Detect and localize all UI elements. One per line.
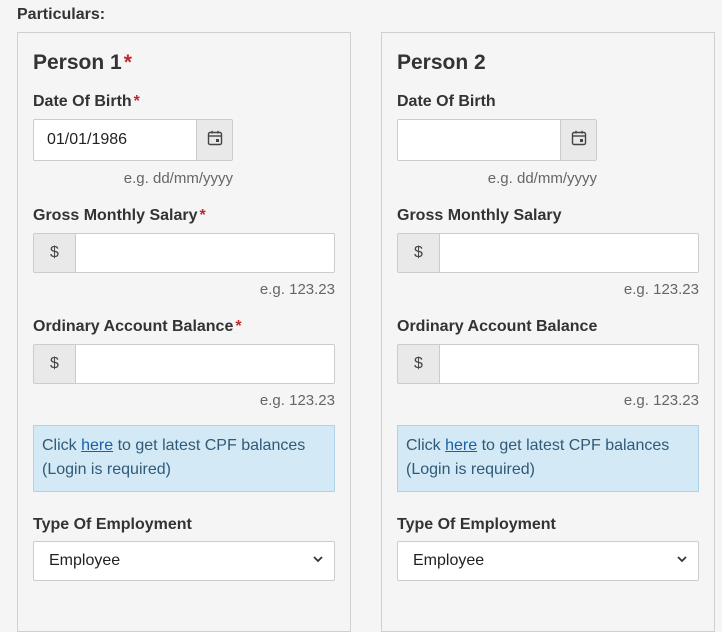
cpf-balances-link[interactable]: here xyxy=(81,437,114,454)
oa-input[interactable] xyxy=(75,344,335,384)
section-title: Particulars: xyxy=(17,6,106,23)
employment-select[interactable]: Employee xyxy=(397,541,699,581)
person-2-panel: Person 2 Date Of Birth e.g. dd/mm/yyyy G… xyxy=(381,32,715,632)
info-text-suffix: to get latest CPF balances xyxy=(477,437,670,454)
person-1-title: Person 1* xyxy=(33,51,132,75)
salary-label: Gross Monthly Salary * xyxy=(33,207,206,225)
info-text-prefix: Click xyxy=(42,437,82,454)
oa-label: Ordinary Account Balance * xyxy=(33,318,242,336)
dob-hint: e.g. dd/mm/yyyy xyxy=(487,170,597,187)
dob-field-group xyxy=(397,119,597,161)
calendar-button[interactable] xyxy=(196,119,233,161)
salary-label: Gross Monthly Salary xyxy=(397,207,562,224)
required-mark: * xyxy=(123,51,132,74)
salary-field-group: $ xyxy=(397,233,699,273)
cpf-info-box: Click here to get latest CPF balances (L… xyxy=(397,425,699,492)
oa-input[interactable] xyxy=(439,344,699,384)
oa-label: Ordinary Account Balance xyxy=(397,318,598,335)
currency-addon: $ xyxy=(33,233,75,273)
dob-input[interactable] xyxy=(397,119,560,161)
salary-input[interactable] xyxy=(75,233,335,273)
employment-label: Type Of Employment xyxy=(397,516,556,533)
oa-label-text: Ordinary Account Balance xyxy=(33,318,234,335)
dob-label: Date Of Birth xyxy=(397,93,496,110)
chevron-down-icon xyxy=(312,552,324,570)
dob-input[interactable] xyxy=(33,119,196,161)
info-login-note: (Login is required) xyxy=(406,461,535,478)
oa-hint: e.g. 123.23 xyxy=(259,392,335,409)
person-2-title: Person 2 xyxy=(397,51,486,74)
employment-select[interactable]: Employee xyxy=(33,541,335,581)
calendar-button[interactable] xyxy=(560,119,597,161)
dob-label: Date Of Birth * xyxy=(33,93,140,111)
cpf-info-box: Click here to get latest CPF balances (L… xyxy=(33,425,335,492)
calendar-icon xyxy=(207,130,223,151)
currency-addon: $ xyxy=(397,344,439,384)
info-text-suffix: to get latest CPF balances xyxy=(113,437,306,454)
required-mark: * xyxy=(199,207,206,224)
employment-selected-value: Employee xyxy=(413,552,485,569)
dob-field-group xyxy=(33,119,233,161)
salary-hint: e.g. 123.23 xyxy=(259,281,335,298)
chevron-down-icon xyxy=(676,552,688,570)
salary-hint: e.g. 123.23 xyxy=(623,281,699,298)
dob-hint: e.g. dd/mm/yyyy xyxy=(123,170,233,187)
person-1-title-text: Person 1 xyxy=(33,51,122,74)
currency-addon: $ xyxy=(33,344,75,384)
currency-addon: $ xyxy=(397,233,439,273)
employment-label: Type Of Employment xyxy=(33,516,192,533)
salary-field-group: $ xyxy=(33,233,335,273)
required-mark: * xyxy=(235,318,242,335)
info-text-prefix: Click xyxy=(406,437,446,454)
info-login-note: (Login is required) xyxy=(42,461,171,478)
oa-hint: e.g. 123.23 xyxy=(623,392,699,409)
employment-selected-value: Employee xyxy=(49,552,121,569)
salary-input[interactable] xyxy=(439,233,699,273)
cpf-balances-link[interactable]: here xyxy=(445,437,478,454)
dob-label-text: Date Of Birth xyxy=(33,93,132,110)
oa-field-group: $ xyxy=(397,344,699,384)
person-1-panel: Person 1* Date Of Birth* e.g. dd/mm/yyyy… xyxy=(17,32,351,632)
oa-field-group: $ xyxy=(33,344,335,384)
required-mark: * xyxy=(133,93,140,110)
salary-label-text: Gross Monthly Salary xyxy=(33,207,198,224)
calendar-icon xyxy=(571,130,587,151)
